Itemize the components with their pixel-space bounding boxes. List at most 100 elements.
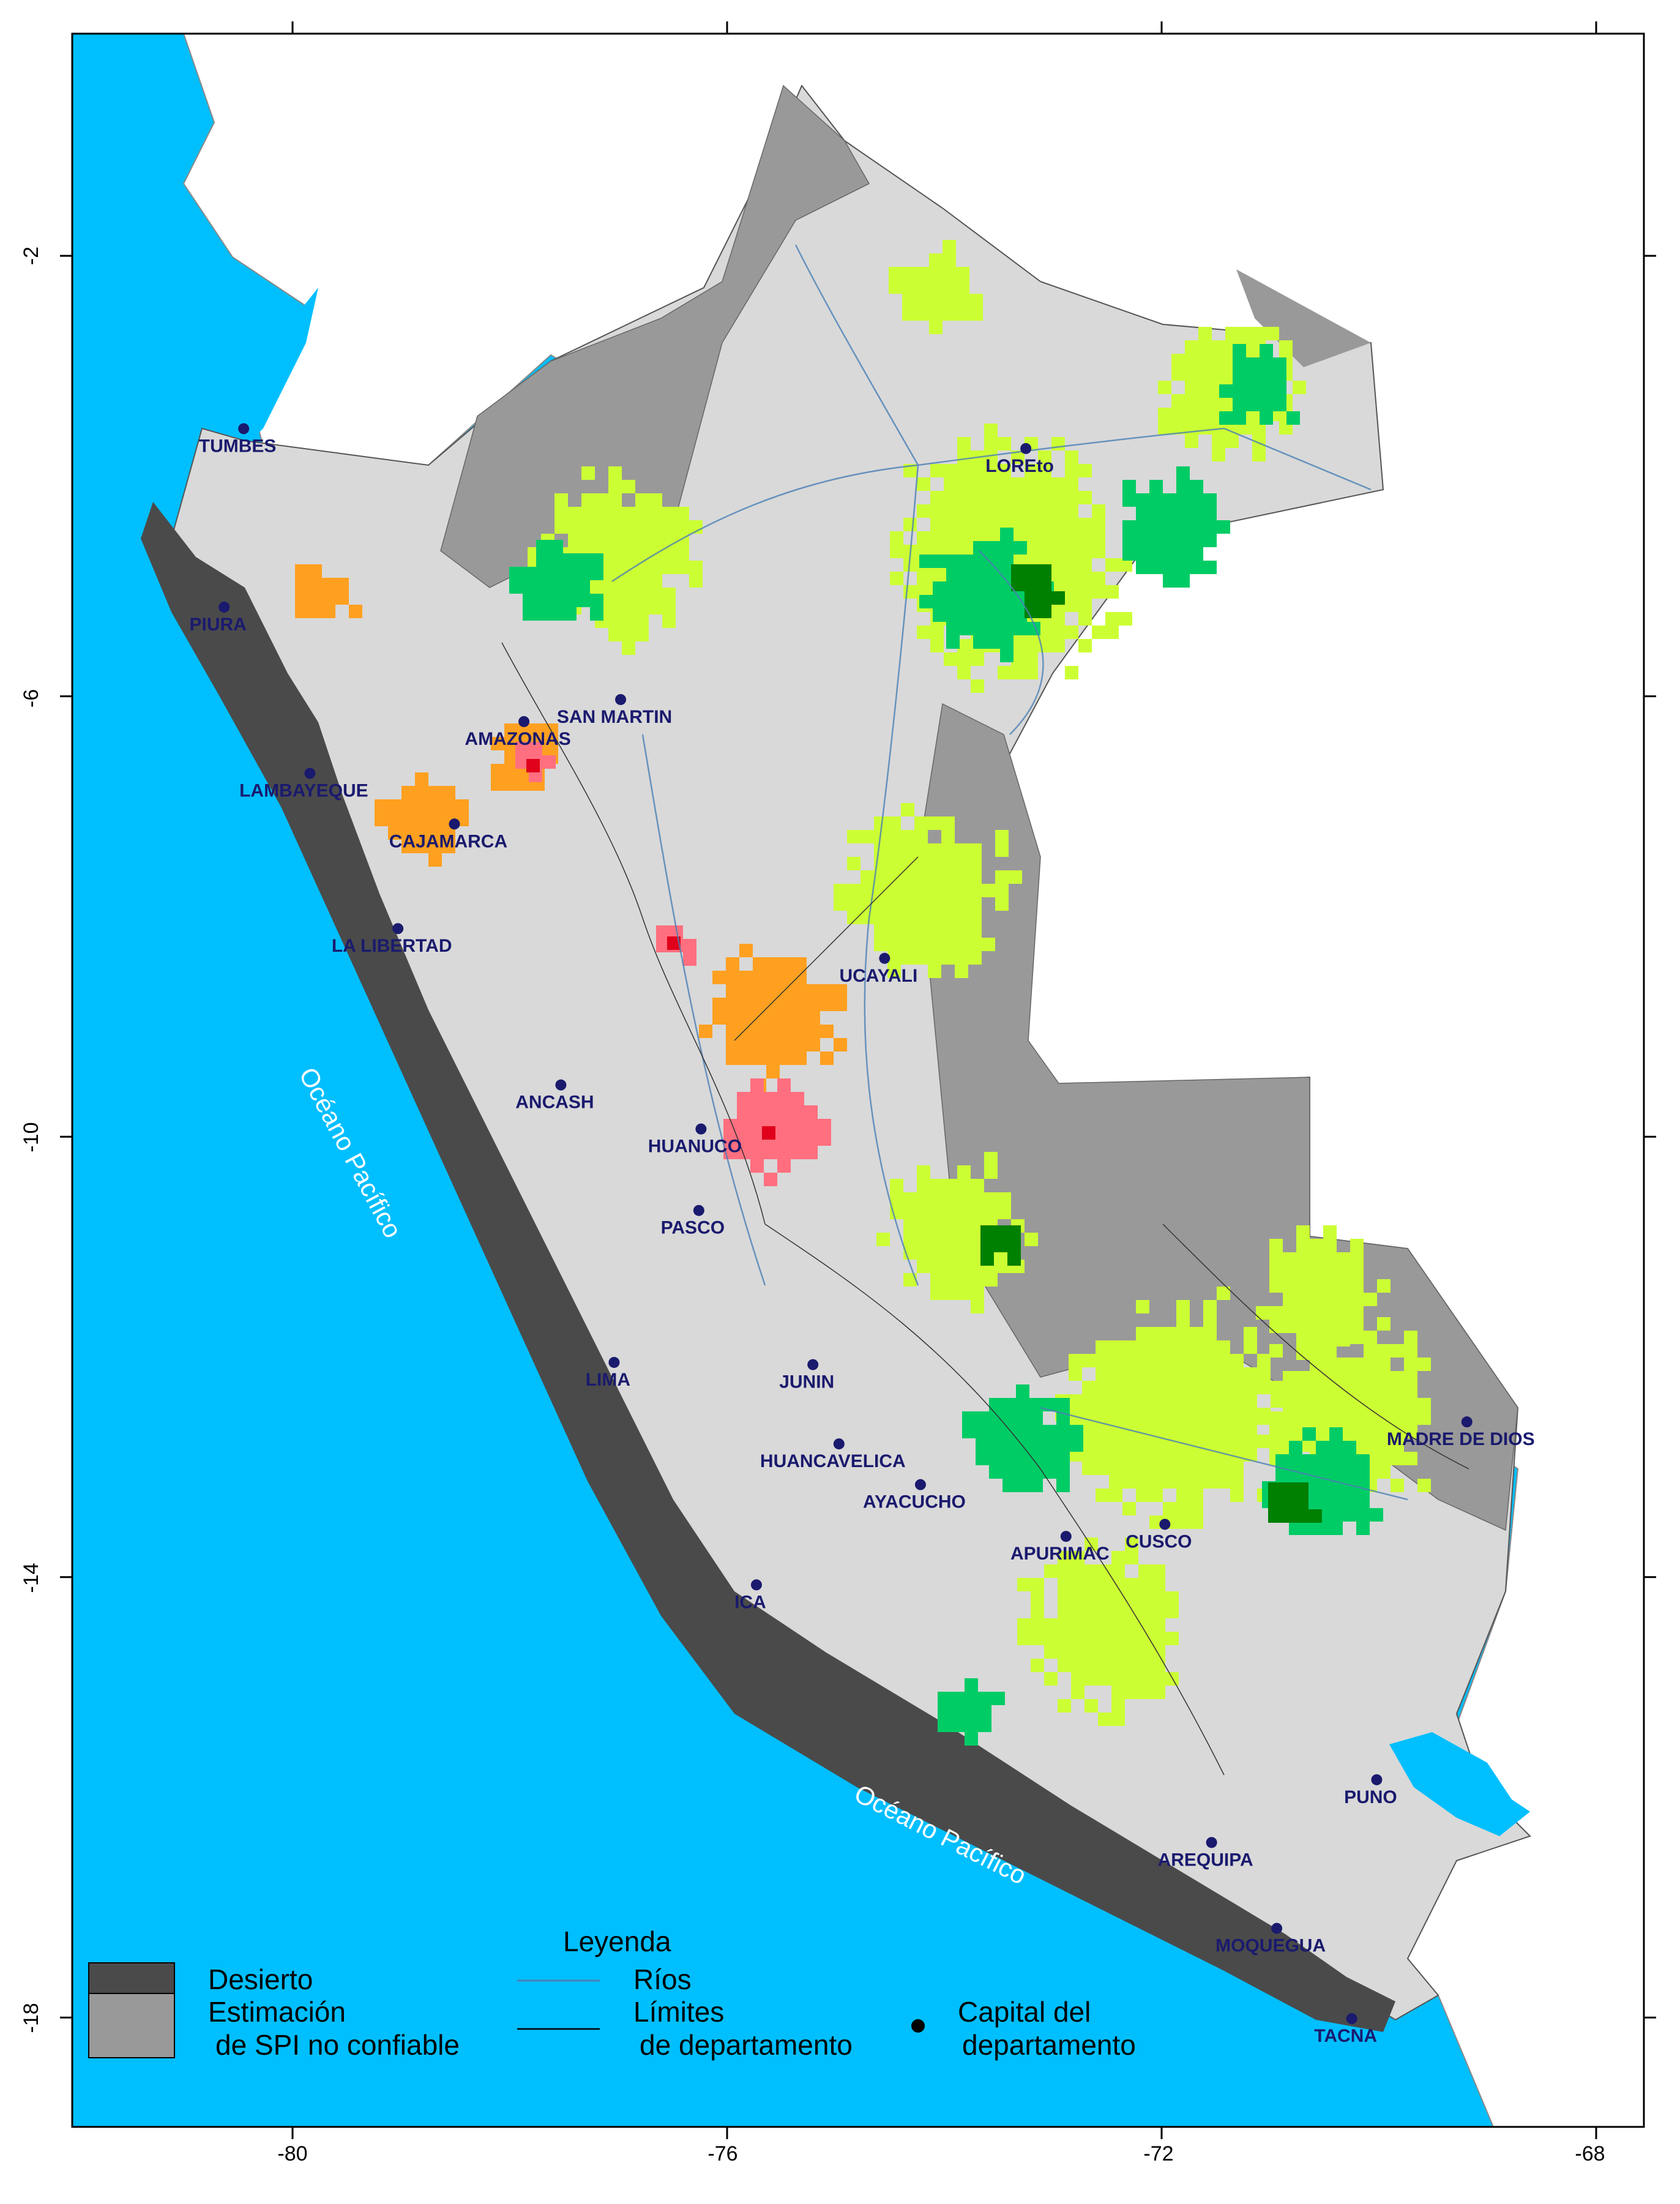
spi-cell xyxy=(1337,1371,1350,1384)
spi-cell xyxy=(957,504,971,518)
spi-cell xyxy=(1071,1578,1085,1591)
spi-cell xyxy=(1163,1340,1176,1354)
spi-cell xyxy=(973,622,987,635)
spi-cell xyxy=(1105,585,1119,599)
spi-cell xyxy=(930,1206,944,1219)
spi-cell xyxy=(683,939,696,952)
spi-cell xyxy=(712,971,726,984)
spi-cell xyxy=(1289,1454,1302,1468)
spi-cell xyxy=(1310,1293,1323,1306)
spi-cell xyxy=(978,1692,991,1705)
spi-cell xyxy=(1149,1381,1163,1394)
spi-cell xyxy=(563,553,577,567)
spi-cell xyxy=(1219,384,1233,398)
spi-cell xyxy=(1138,1672,1152,1686)
spi-cell xyxy=(1190,507,1203,520)
spi-cell xyxy=(335,578,349,591)
spi-cell xyxy=(901,897,914,911)
spi-cell xyxy=(649,561,662,574)
spi-cell xyxy=(793,1038,807,1052)
spi-cell xyxy=(820,998,834,1011)
spi-cell xyxy=(973,568,987,581)
spi-cell xyxy=(1025,545,1038,558)
spi-cell xyxy=(957,1179,971,1192)
spi-cell xyxy=(739,1025,753,1038)
spi-cell xyxy=(965,1692,978,1705)
spi-cell xyxy=(989,1411,1002,1425)
spi-cell xyxy=(976,1452,989,1465)
spi-cell xyxy=(1185,381,1198,394)
spi-cell xyxy=(1337,1333,1350,1347)
spi-cell xyxy=(780,971,793,984)
spi-cell xyxy=(941,924,955,938)
spi-cell xyxy=(726,971,739,984)
spi-cell xyxy=(1000,622,1014,635)
spi-cell xyxy=(1310,1384,1323,1398)
spi-cell xyxy=(917,1219,930,1233)
spi-cell xyxy=(428,840,442,853)
spi-cell xyxy=(1085,1659,1098,1672)
spi-cell xyxy=(793,1025,807,1038)
spi-cell xyxy=(1198,408,1212,421)
spi-cell xyxy=(1125,1578,1138,1591)
spi-cell xyxy=(807,1011,820,1025)
spi-cell xyxy=(971,1300,984,1313)
spi-cell xyxy=(1138,1605,1152,1618)
spi-cell xyxy=(887,965,901,978)
spi-cell xyxy=(971,1179,984,1192)
spi-cell xyxy=(1007,1252,1021,1266)
spi-cell xyxy=(1309,1509,1322,1523)
spi-cell xyxy=(861,884,874,897)
department-boundaries xyxy=(501,642,1469,1776)
spi-cell xyxy=(1051,518,1065,531)
spi-cell xyxy=(1323,1384,1337,1398)
spi-cell xyxy=(1190,1502,1203,1515)
unreliable-northeast xyxy=(1236,269,1371,367)
spi-cell xyxy=(903,518,917,531)
spi-cell xyxy=(1051,558,1065,572)
spi-cell xyxy=(1176,1448,1190,1462)
spi-cell xyxy=(766,1038,780,1052)
spi-cell xyxy=(1065,545,1078,558)
spi-cell xyxy=(941,897,955,911)
capital-dot xyxy=(615,693,627,705)
spi-cell xyxy=(726,984,739,998)
spi-cell xyxy=(861,870,874,884)
spi-cell xyxy=(933,581,946,595)
spi-cell xyxy=(973,581,987,595)
spi-cell xyxy=(1296,1333,1310,1347)
spi-cell xyxy=(491,777,504,791)
spi-cell xyxy=(1296,1279,1310,1293)
spi-cell xyxy=(1244,1394,1257,1408)
spi-cell xyxy=(1203,1462,1217,1475)
spi-cell xyxy=(1029,1398,1043,1411)
spi-cell xyxy=(960,555,973,568)
spi-cell xyxy=(987,635,1000,649)
spi-cell xyxy=(914,951,928,965)
spi-cell xyxy=(1122,1408,1136,1421)
spi-cell xyxy=(930,1246,944,1260)
spi-cell xyxy=(1404,1425,1417,1438)
spi-cell xyxy=(491,737,504,750)
spi-cell xyxy=(1058,1659,1071,1672)
spi-cell xyxy=(536,567,550,580)
spi-cell xyxy=(938,1719,951,1732)
capital-label: UCAYALI xyxy=(839,966,917,986)
spi-cell xyxy=(1295,1482,1309,1496)
capital-label: HUANUCO xyxy=(648,1137,742,1157)
spi-cell xyxy=(957,531,971,545)
spi-cell xyxy=(847,857,861,870)
spi-cell xyxy=(1051,491,1065,504)
spi-cell xyxy=(1016,1465,1029,1479)
spi-cell xyxy=(739,1011,753,1025)
spi-cell xyxy=(1176,520,1190,534)
spi-cell xyxy=(1257,1435,1271,1448)
spi-cell xyxy=(563,607,577,621)
spi-cell xyxy=(1136,1381,1149,1394)
spi-cell xyxy=(1269,1252,1283,1266)
spi-cell xyxy=(1203,1435,1217,1448)
spi-cell xyxy=(1065,504,1078,518)
spi-cell xyxy=(1016,1384,1029,1398)
spi-cell xyxy=(1364,1438,1377,1452)
spi-cell xyxy=(941,857,955,870)
